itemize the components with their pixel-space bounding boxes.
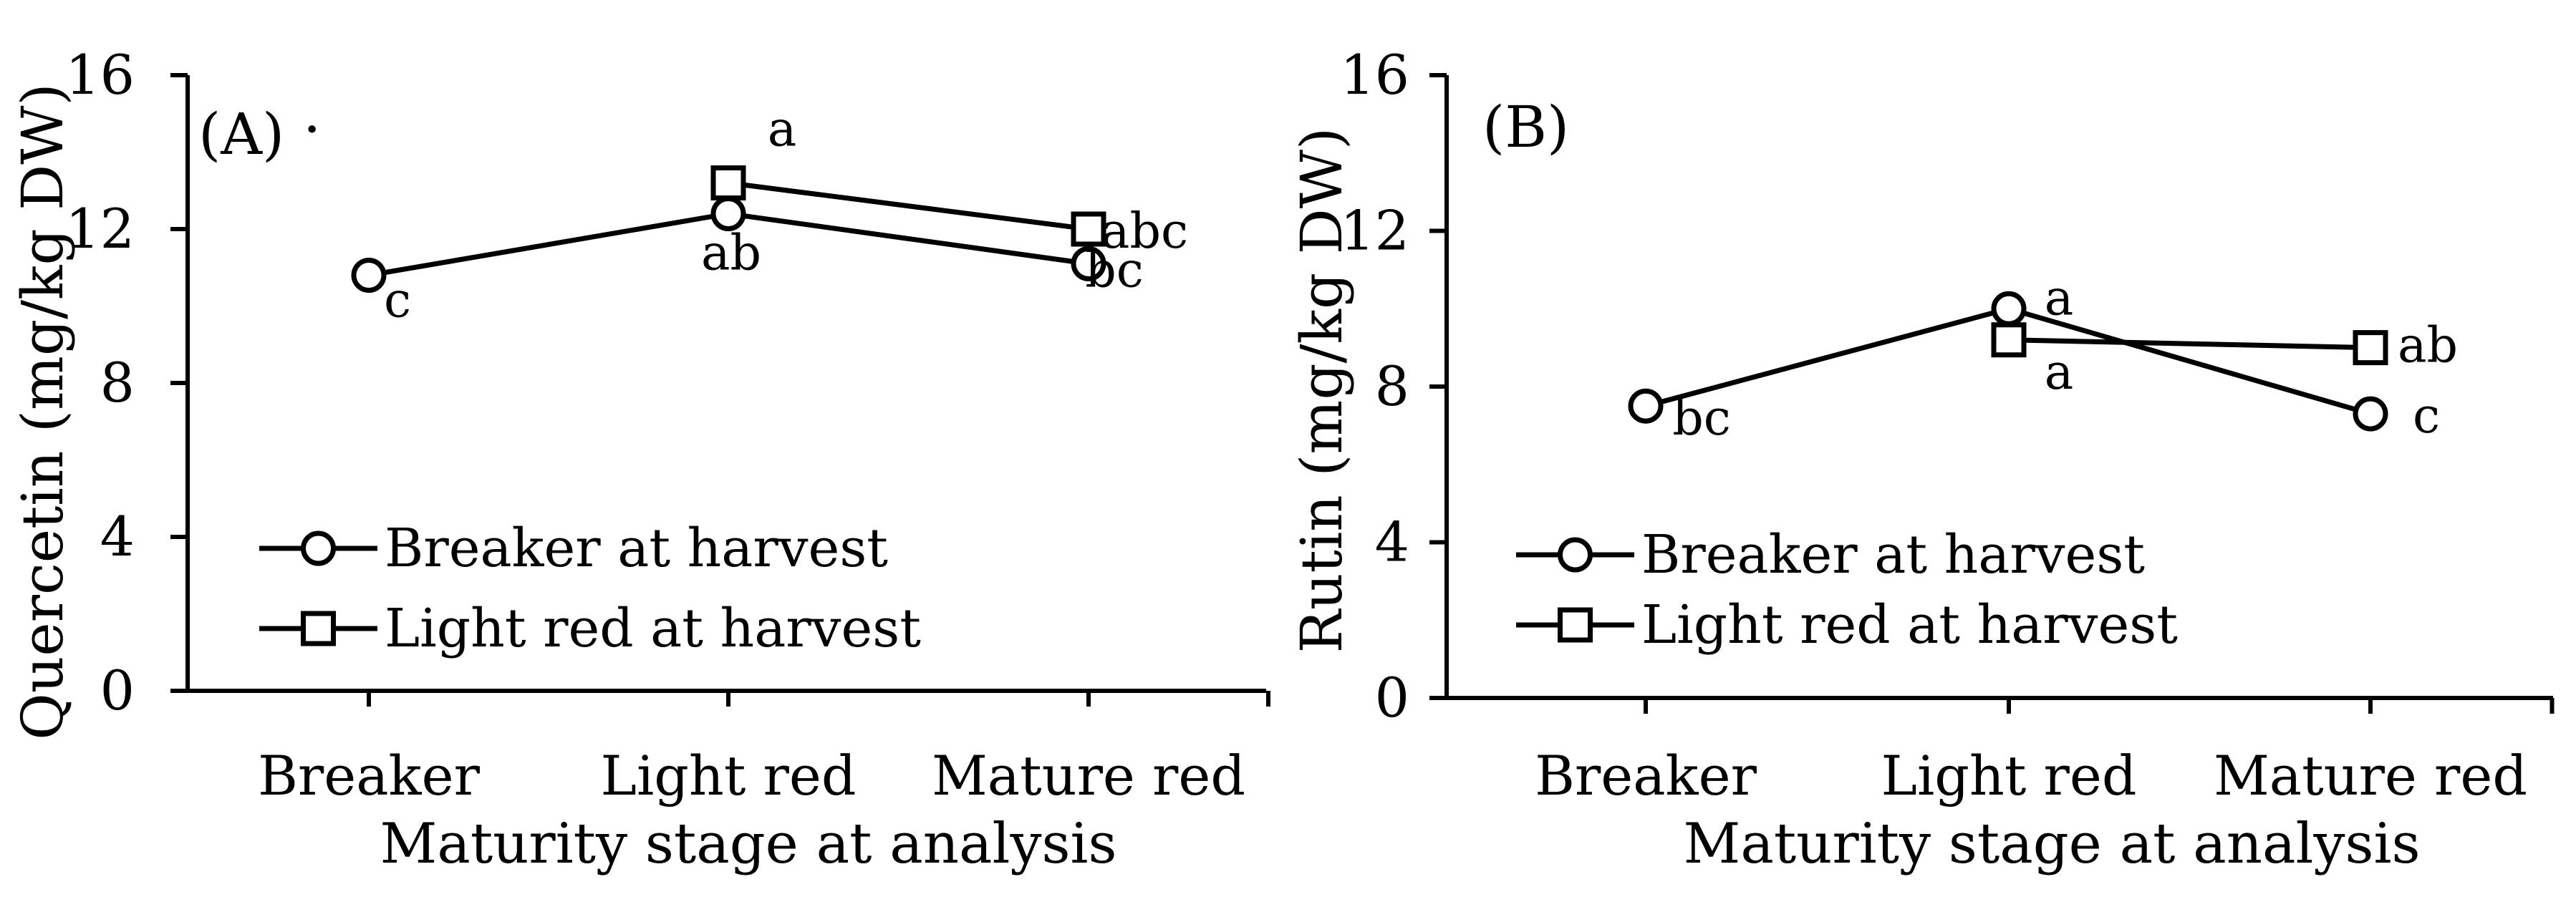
- panel-label-mark: ·: [303, 96, 321, 163]
- y-axis-label: Quercetin (mg/kg DW): [9, 83, 76, 739]
- y-tick-label: 12: [65, 197, 135, 261]
- legend: Breaker at harvest Light red at harvest: [259, 518, 921, 659]
- data-marks: c ab bc a abc: [351, 102, 1188, 329]
- series-line: [2008, 337, 2371, 351]
- legend-marker-square: [301, 611, 336, 646]
- significance-letter: a: [2045, 344, 2074, 401]
- legend-marker-circle: [1558, 537, 1593, 573]
- y-tick-label: 8: [1375, 354, 1409, 418]
- y-tick-label: 12: [1340, 199, 1409, 263]
- y-tick-label: 0: [1375, 666, 1409, 729]
- data-point-square: [1991, 322, 2027, 358]
- x-tick-label: Light red: [1881, 744, 2136, 808]
- significance-letter: ab: [2398, 318, 2458, 374]
- x-tick-label: Mature red: [2214, 744, 2527, 808]
- y-tick-label: 16: [1340, 43, 1409, 107]
- y-tick-label: 4: [1375, 510, 1409, 574]
- data-point-circle: [2353, 396, 2388, 432]
- significance-letter: c: [2413, 388, 2440, 445]
- panel-label: (A): [198, 101, 284, 168]
- significance-letter: a: [768, 102, 797, 158]
- legend-label: Breaker at harvest: [385, 518, 888, 579]
- plot-axes: [1429, 73, 2555, 714]
- x-tick-label: Breaker: [258, 744, 480, 808]
- significance-letter: bc: [1672, 390, 1731, 447]
- tick-labels: 0 4 8 12 16 Breaker Light red Mature red: [1340, 43, 2527, 808]
- data-point-circle: [710, 196, 746, 231]
- data-point-circle: [1071, 246, 1106, 281]
- data-point-circle: [351, 258, 387, 293]
- legend-marker-square: [1558, 607, 1593, 643]
- panel-b-rutin-chart: Rutin (mg/kg DW) Maturity stage at analy…: [1288, 43, 2555, 876]
- significance-letter: ab: [701, 226, 761, 282]
- data-point-circle: [1991, 291, 2027, 326]
- x-tick-label: Mature red: [932, 744, 1245, 808]
- legend-label: Light red at harvest: [385, 598, 921, 659]
- legend: Breaker at harvest Light red at harvest: [1516, 524, 2178, 656]
- legend-label: Light red at harvest: [1641, 594, 2178, 656]
- legend-marker-circle: [301, 530, 336, 566]
- significance-letter: abc: [1101, 203, 1188, 260]
- data-point-square: [2353, 330, 2388, 366]
- panel-label: (B): [1482, 94, 1569, 160]
- data-point-square: [1071, 211, 1106, 247]
- x-tick-label: Light red: [600, 744, 856, 808]
- panel-a-quercetin-chart: Quercetin (mg/kg DW) Maturity stage at a…: [9, 43, 1270, 876]
- x-axis-label: Maturity stage at analysis: [380, 812, 1116, 876]
- series-line: [728, 180, 1089, 232]
- data-marks: bc a c a ab: [1628, 270, 2458, 447]
- plot-axes: [170, 73, 1270, 707]
- y-tick-label: 8: [100, 351, 135, 414]
- x-axis-label: Maturity stage at analysis: [1683, 812, 2420, 876]
- x-tick-label: Breaker: [1535, 744, 1757, 808]
- y-axis-label: Rutin (mg/kg DW): [1288, 127, 1355, 653]
- y-tick-label: 0: [100, 659, 135, 722]
- y-tick-label: 16: [65, 43, 135, 107]
- y-tick-label: 4: [100, 505, 135, 568]
- significance-letter: bc: [1085, 242, 1144, 299]
- data-point-square: [710, 165, 746, 200]
- significance-letter: c: [384, 273, 411, 329]
- tick-labels: 0 4 8 12 16 Breaker Light red Mature red: [65, 43, 1245, 808]
- significance-letter: a: [2045, 270, 2074, 326]
- legend-label: Breaker at harvest: [1641, 524, 2145, 586]
- data-point-circle: [1628, 388, 1664, 424]
